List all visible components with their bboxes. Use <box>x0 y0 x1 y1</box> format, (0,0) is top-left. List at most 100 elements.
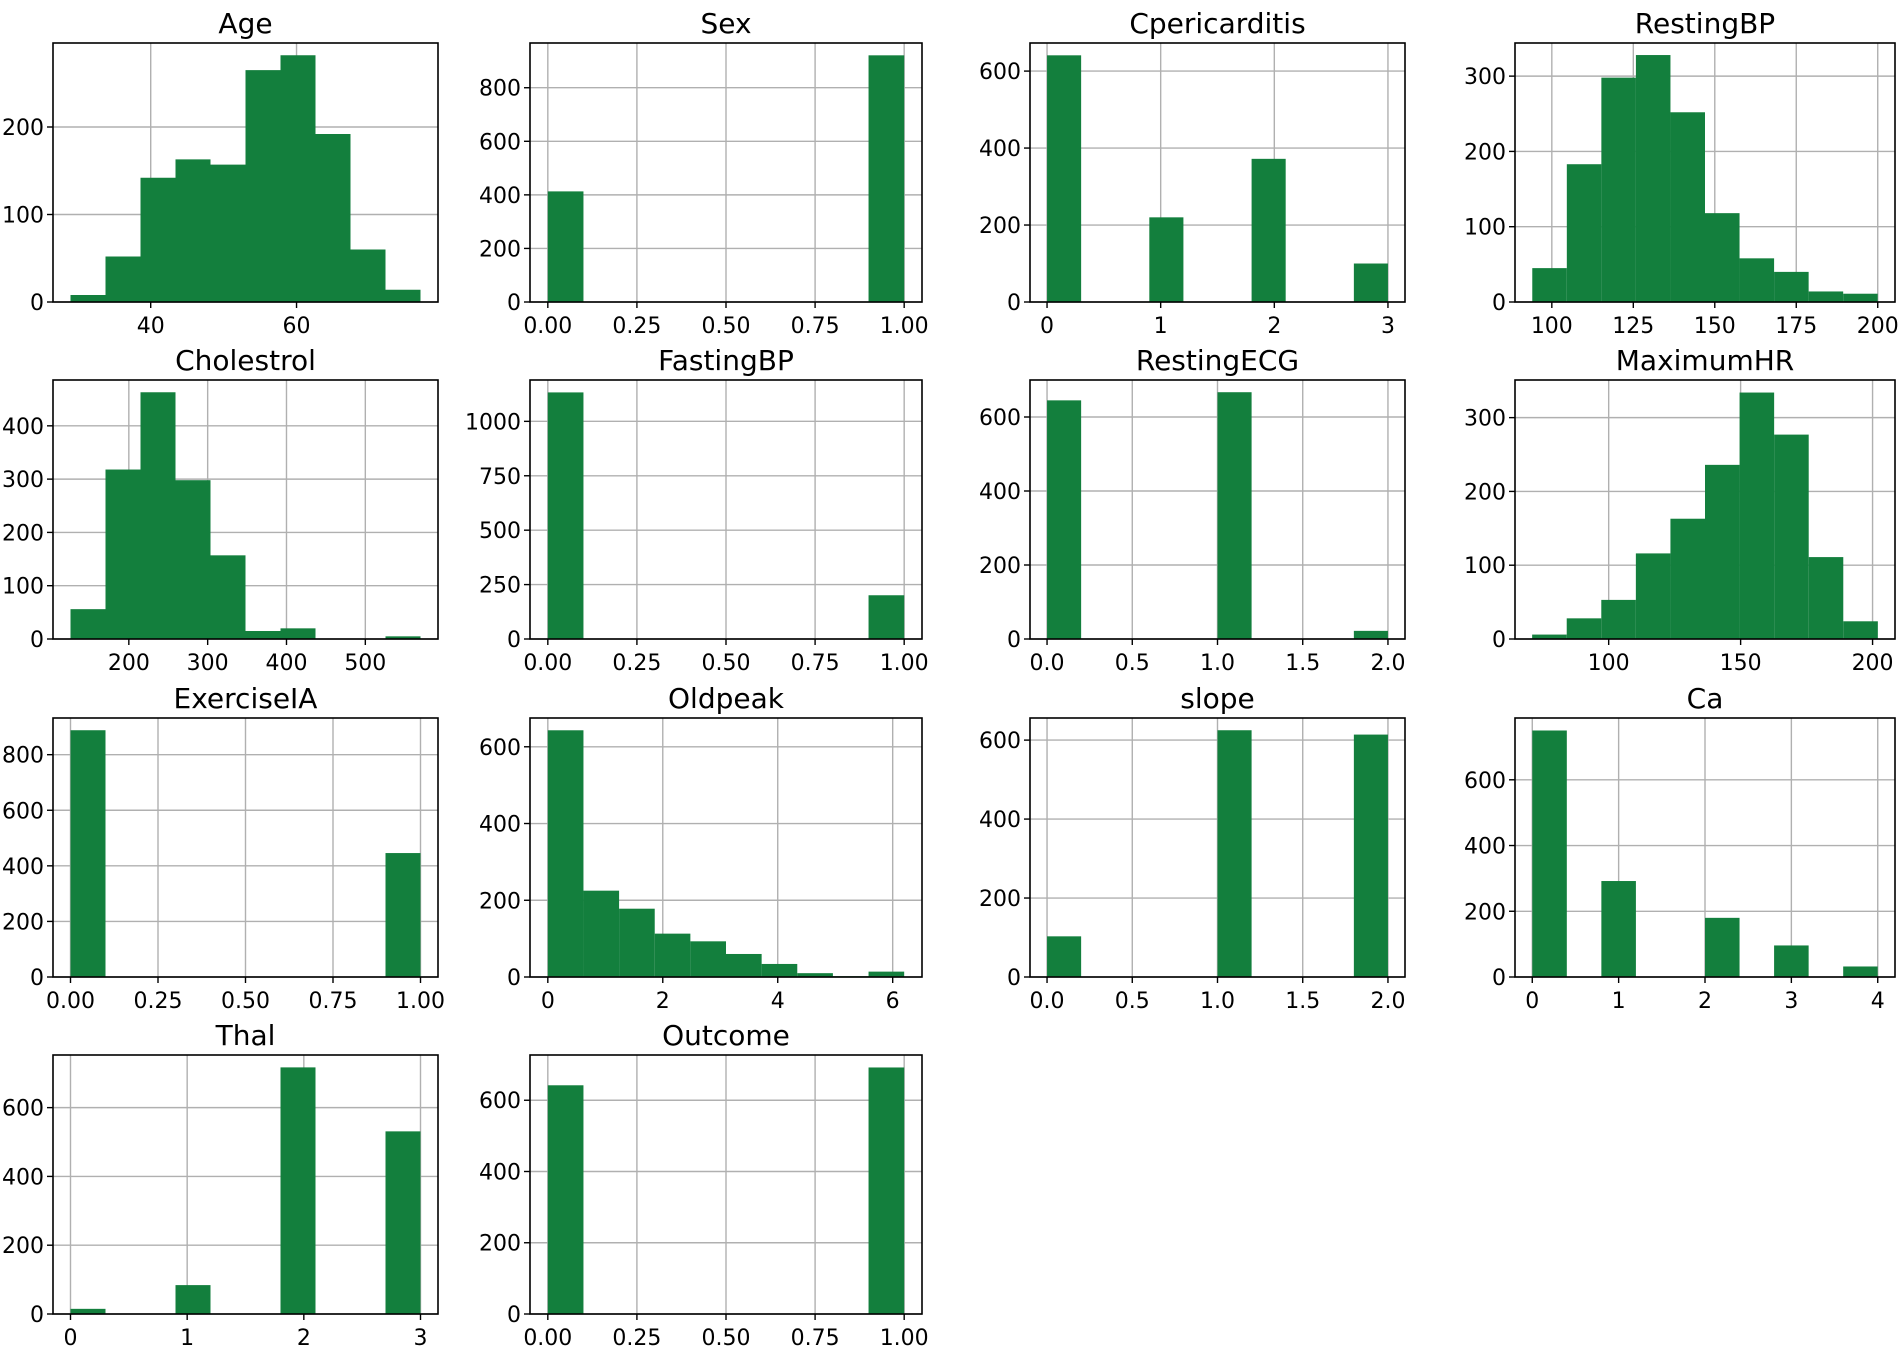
chart-title: Age <box>218 7 272 40</box>
ytick-label: 0 <box>1492 291 1506 316</box>
xtick-label: 40 <box>137 314 165 339</box>
xtick-label: 4 <box>1871 989 1885 1014</box>
bar-thal-6 <box>280 1067 316 1314</box>
ytick-label: 100 <box>1464 216 1506 241</box>
bar-exerciseia-9 <box>385 853 421 977</box>
bar-cholestrol-9 <box>385 636 421 639</box>
ytick-label: 0 <box>507 291 521 316</box>
xtick-label: 125 <box>1612 314 1654 339</box>
ytick-label: 400 <box>479 184 521 209</box>
chart-title: Cholestrol <box>175 344 316 377</box>
plot-frame <box>1029 42 1406 303</box>
plot-frame <box>52 42 439 303</box>
bar-restingbp-8 <box>1808 291 1844 302</box>
ytick-label: 1000 <box>465 410 521 435</box>
bar-oldpeak-1 <box>583 890 620 977</box>
bar-slope-9 <box>1353 734 1388 977</box>
histogram-restingecg: 0 200 400 600 0.0 0.5 1.0 1.5 2.0 RestingECG <box>979 344 1406 676</box>
bar-fastingbp-9 <box>868 595 905 639</box>
ytick-label: 600 <box>2 1097 44 1122</box>
bar-maximumhr-0 <box>1532 634 1567 639</box>
bar-maximumhr-2 <box>1601 599 1636 639</box>
bar-oldpeak-6 <box>761 963 798 977</box>
ytick-label: 200 <box>979 887 1021 912</box>
plot-frame <box>529 717 923 978</box>
xtick-label: 0.25 <box>612 651 661 676</box>
xtick-label: 0.75 <box>791 651 840 676</box>
ytick-label: 800 <box>479 77 521 102</box>
xtick-label: 60 <box>283 314 311 339</box>
ytick-label: 100 <box>2 575 44 600</box>
bar-maximumhr-5 <box>1705 464 1740 639</box>
ytick-label: 400 <box>1464 835 1506 860</box>
bar-ca-0 <box>1532 730 1567 977</box>
xtick-label: 0 <box>64 1326 78 1351</box>
xtick-label: 0.5 <box>1115 651 1150 676</box>
bar-maximumhr-4 <box>1670 518 1705 639</box>
xtick-label: 0.75 <box>791 1326 840 1351</box>
ytick-label: 750 <box>479 465 521 490</box>
chart-title: Outcome <box>662 1019 790 1052</box>
ytick-label: 400 <box>979 137 1021 162</box>
bar-outcome-0 <box>547 1085 584 1314</box>
ytick-label: 200 <box>2 521 44 546</box>
bar-restingbp-2 <box>1601 77 1636 302</box>
bar-oldpeak-2 <box>619 908 655 977</box>
ytick-label: 400 <box>979 480 1021 505</box>
bar-restingbp-0 <box>1532 268 1567 302</box>
bar-cholestrol-3 <box>175 480 211 639</box>
ytick-label: 500 <box>479 519 521 544</box>
xtick-label: 0.00 <box>523 651 572 676</box>
histogram-ca: 0 200 400 600 0 1 2 3 4 Ca <box>1464 682 1896 1014</box>
chart-title: MaximumHR <box>1616 344 1794 377</box>
bar-maximumhr-6 <box>1739 392 1775 639</box>
plot-frame <box>1514 379 1896 640</box>
ytick-label: 0 <box>30 291 44 316</box>
ytick-label: 600 <box>479 130 521 155</box>
xtick-label: 0.75 <box>309 989 358 1014</box>
chart-title: slope <box>1180 682 1255 715</box>
ytick-label: 200 <box>2 910 44 935</box>
ytick-label: 200 <box>979 214 1021 239</box>
bar-age-2 <box>140 177 176 302</box>
xtick-label: 0 <box>1040 314 1054 339</box>
xtick-label: 2 <box>1267 314 1281 339</box>
xtick-label: 0.25 <box>612 314 661 339</box>
ytick-label: 0 <box>507 628 521 653</box>
bar-maximumhr-3 <box>1635 553 1671 639</box>
ytick-label: 100 <box>1464 554 1506 579</box>
bar-thal-9 <box>385 1131 421 1314</box>
histogram-slope: 0 200 400 600 0.0 0.5 1.0 1.5 2.0 slope <box>979 682 1406 1014</box>
bar-ca-5 <box>1705 917 1740 977</box>
bar-ca-9 <box>1843 966 1878 977</box>
xtick-label: 3 <box>1381 314 1395 339</box>
bar-cpericarditis-0 <box>1047 55 1082 303</box>
bar-fastingbp-0 <box>547 392 584 639</box>
xtick-label: 0.75 <box>791 314 840 339</box>
ytick-label: 0 <box>507 1303 521 1328</box>
bar-age-8 <box>350 249 386 302</box>
histogram-maximumhr: 0 100 200 300 100 150 200 MaximumHR <box>1464 344 1896 676</box>
histogram-cholestrol: 0 100 200 300 400 200 300 400 500 Cholestrol <box>2 344 439 676</box>
bar-oldpeak-9 <box>868 971 905 977</box>
xtick-label: 0.25 <box>134 989 183 1014</box>
bar-outcome-9 <box>868 1067 905 1314</box>
xtick-label: 0.00 <box>523 1326 572 1351</box>
bar-age-1 <box>105 256 141 302</box>
bar-cpericarditis-6 <box>1251 158 1286 302</box>
bar-thal-3 <box>175 1285 211 1314</box>
ytick-label: 0 <box>1007 291 1021 316</box>
ytick-label: 400 <box>979 808 1021 833</box>
ytick-label: 0 <box>1492 966 1506 991</box>
bar-age-7 <box>315 134 351 302</box>
histogram-sex: 0 200 400 600 800 0.00 0.25 0.50 0.75 1.00 Sex <box>479 7 929 339</box>
xtick-label: 150 <box>1694 314 1736 339</box>
ytick-label: 600 <box>979 406 1021 431</box>
xtick-label: 200 <box>1857 314 1899 339</box>
ytick-label: 0 <box>1007 966 1021 991</box>
xtick-label: 300 <box>187 651 229 676</box>
ytick-label: 250 <box>479 574 521 599</box>
chart-title: FastingBP <box>658 344 794 377</box>
chart-title: RestingECG <box>1136 344 1299 377</box>
